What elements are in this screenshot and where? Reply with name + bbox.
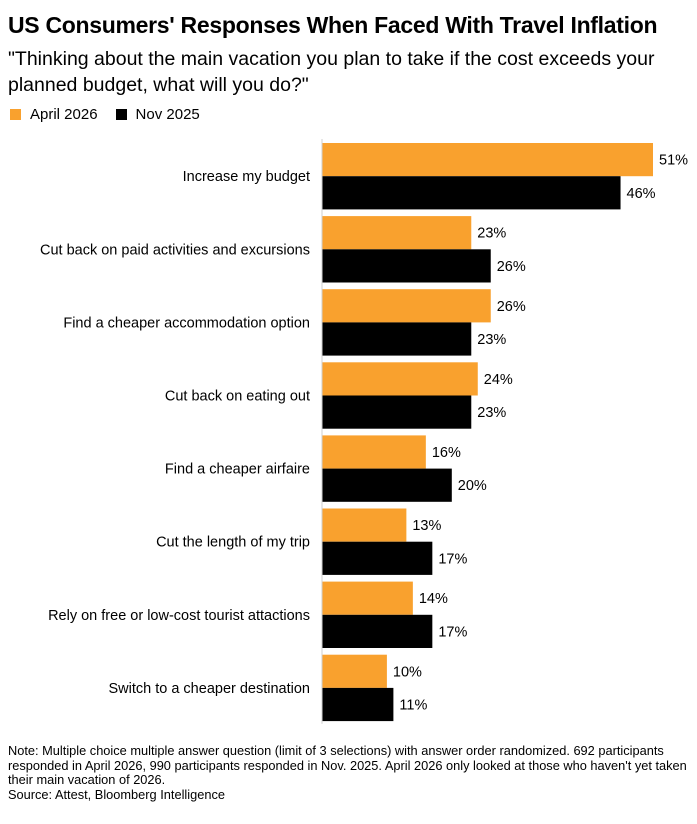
bar-nov-2025-cut-back-on-paid-activities-and-excursions <box>322 249 491 282</box>
category-label-switch-to-a-cheaper-destination: Switch to a cheaper destination <box>108 681 310 697</box>
bar-april-2026-cut-the-length-of-my-trip <box>322 509 406 542</box>
bar-nov-2025-cut-back-on-eating-out <box>322 396 471 429</box>
category-label-find-a-cheaper-accommodation-option: Find a cheaper accommodation option <box>63 315 310 331</box>
data-label-nov-2025-find-a-cheaper-accommodation-option: 23% <box>477 332 506 348</box>
data-label-april-2026-cut-back-on-eating-out: 24% <box>484 372 513 388</box>
bar-april-2026-increase-my-budget <box>322 143 653 176</box>
data-label-nov-2025-cut-the-length-of-my-trip: 17% <box>438 551 467 567</box>
category-label-cut-back-on-eating-out: Cut back on eating out <box>165 389 310 405</box>
data-label-nov-2025-cut-back-on-eating-out: 23% <box>477 405 506 421</box>
data-label-april-2026-cut-back-on-paid-activities-and-excursions: 23% <box>477 226 506 242</box>
bar-april-2026-cut-back-on-paid-activities-and-excursions <box>322 216 471 249</box>
category-label-find-a-cheaper-airfaire: Find a cheaper airfaire <box>165 462 310 478</box>
data-label-april-2026-rely-on-free-or-low-cost-tourist-attactions: 14% <box>419 591 448 607</box>
data-label-nov-2025-switch-to-a-cheaper-destination: 11% <box>399 698 427 714</box>
category-label-cut-back-on-paid-activities-and-excursions: Cut back on paid activities and excursio… <box>40 242 310 258</box>
category-label-increase-my-budget: Increase my budget <box>183 169 310 185</box>
data-label-april-2026-increase-my-budget: 51% <box>659 153 688 169</box>
bar-chart: Increase my budget 51% 46% Cut back on paid… <box>0 0 697 730</box>
bar-nov-2025-switch-to-a-cheaper-destination <box>322 688 393 721</box>
data-label-nov-2025-increase-my-budget: 46% <box>627 186 656 202</box>
data-label-april-2026-find-a-cheaper-accommodation-option: 26% <box>497 299 526 315</box>
bar-nov-2025-increase-my-budget <box>322 176 621 209</box>
bar-april-2026-find-a-cheaper-accommodation-option <box>322 289 491 322</box>
data-label-april-2026-find-a-cheaper-airfaire: 16% <box>432 445 461 461</box>
data-label-nov-2025-find-a-cheaper-airfaire: 20% <box>458 478 487 494</box>
data-label-april-2026-cut-the-length-of-my-trip: 13% <box>412 518 441 534</box>
category-label-rely-on-free-or-low-cost-tourist-attactions: Rely on free or low-cost tourist attacti… <box>48 608 310 624</box>
bar-nov-2025-find-a-cheaper-airfaire <box>322 469 452 502</box>
bar-april-2026-switch-to-a-cheaper-destination <box>322 655 387 688</box>
bar-april-2026-cut-back-on-eating-out <box>322 362 478 395</box>
bar-april-2026-find-a-cheaper-airfaire <box>322 435 426 468</box>
bar-nov-2025-find-a-cheaper-accommodation-option <box>322 322 471 355</box>
bar-april-2026-rely-on-free-or-low-cost-tourist-attactions <box>322 582 413 615</box>
data-label-april-2026-switch-to-a-cheaper-destination: 10% <box>393 664 422 680</box>
chart-note: Note: Multiple choice multiple answer qu… <box>8 744 694 802</box>
bar-nov-2025-rely-on-free-or-low-cost-tourist-attactions <box>322 615 432 648</box>
data-label-nov-2025-cut-back-on-paid-activities-and-excursions: 26% <box>497 259 526 275</box>
category-label-cut-the-length-of-my-trip: Cut the length of my trip <box>156 535 310 551</box>
data-label-nov-2025-rely-on-free-or-low-cost-tourist-attactions: 17% <box>438 624 467 640</box>
bar-nov-2025-cut-the-length-of-my-trip <box>322 542 432 575</box>
